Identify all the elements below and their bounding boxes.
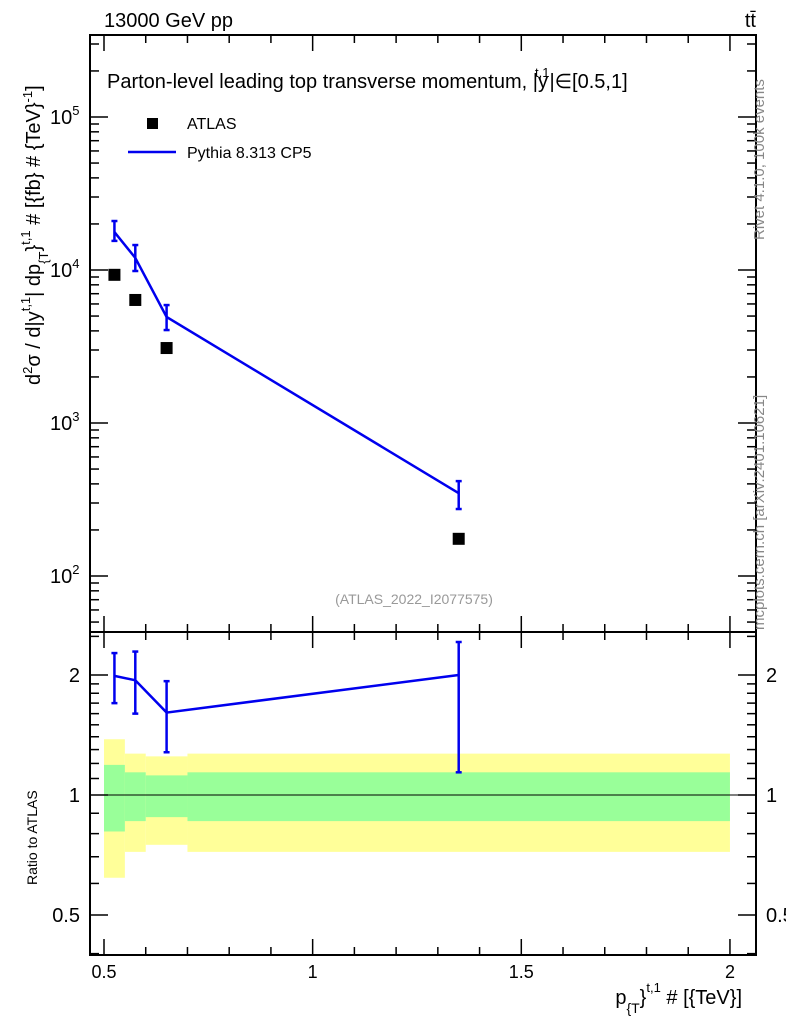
header-right: tt̄ <box>745 10 757 32</box>
pythia-ratio-line <box>114 673 459 714</box>
ratio-y-tick-label-right: 2 <box>766 665 777 687</box>
legend-atlas-marker <box>147 118 158 129</box>
atlas-data-point <box>160 342 173 355</box>
inner-band-bin <box>187 772 730 822</box>
x-tick-label: 0.5 <box>91 962 116 982</box>
ratio-y-tick-label-left: 0.5 <box>52 905 80 927</box>
y-tick-label: 103 <box>50 409 79 435</box>
ratio-y-tick-label-left: 2 <box>69 665 80 687</box>
y-tick-label: 104 <box>50 256 79 282</box>
y-tick-label: 105 <box>50 103 79 129</box>
atlas-data-point <box>108 268 121 281</box>
header-left: 13000 GeV pp <box>104 10 233 32</box>
y-axis-label: d2σ / d|yt,1| dp{T}t,1 # [{fb} # {TeV}-1… <box>18 85 51 385</box>
plot-title: Parton-level leading top transverse mome… <box>107 65 628 93</box>
inner-band-bin <box>104 764 125 832</box>
data-marks <box>108 219 465 774</box>
inner-band-bin <box>124 772 146 822</box>
ratio-uncertainty-bands <box>104 739 730 878</box>
atlas-data-point <box>129 293 142 306</box>
ratio-y-tick-label-right: 1 <box>766 785 777 807</box>
x-tick-label: 1 <box>308 962 318 982</box>
x-tick-label: 2 <box>725 962 735 982</box>
x-axis-label: p{T}t,1 # [{TeV}] <box>615 980 742 1016</box>
atlas-data-point <box>452 532 465 545</box>
analysis-label: (ATLAS_2022_I2077575) <box>335 591 493 607</box>
rivet-label: Rivet 4.1.0, 100k events <box>751 79 768 240</box>
ratio-y-tick-label-left: 1 <box>69 785 80 807</box>
pythia-line <box>113 231 460 495</box>
x-tick-label: 1.5 <box>509 962 534 982</box>
ratio-y-tick-label-right: 0.5 <box>766 905 786 927</box>
y-tick-label: 102 <box>50 562 79 588</box>
axis-ticks: 0.5 1 1.5 2 102 103 104 105 0.5 0.5 1 1 2 2 <box>50 35 786 982</box>
mcplots-label: mcplots.cern.ch [arXiv:2401.10621] <box>751 395 768 630</box>
inner-band-bin <box>145 775 188 818</box>
legend-pythia-label: Pythia 8.313 CP5 <box>187 145 312 162</box>
ratio-panel-frame <box>89 631 757 956</box>
ratio-y-axis-label: Ratio to ATLAS <box>24 790 40 885</box>
legend-atlas-label: ATLAS <box>187 116 237 133</box>
